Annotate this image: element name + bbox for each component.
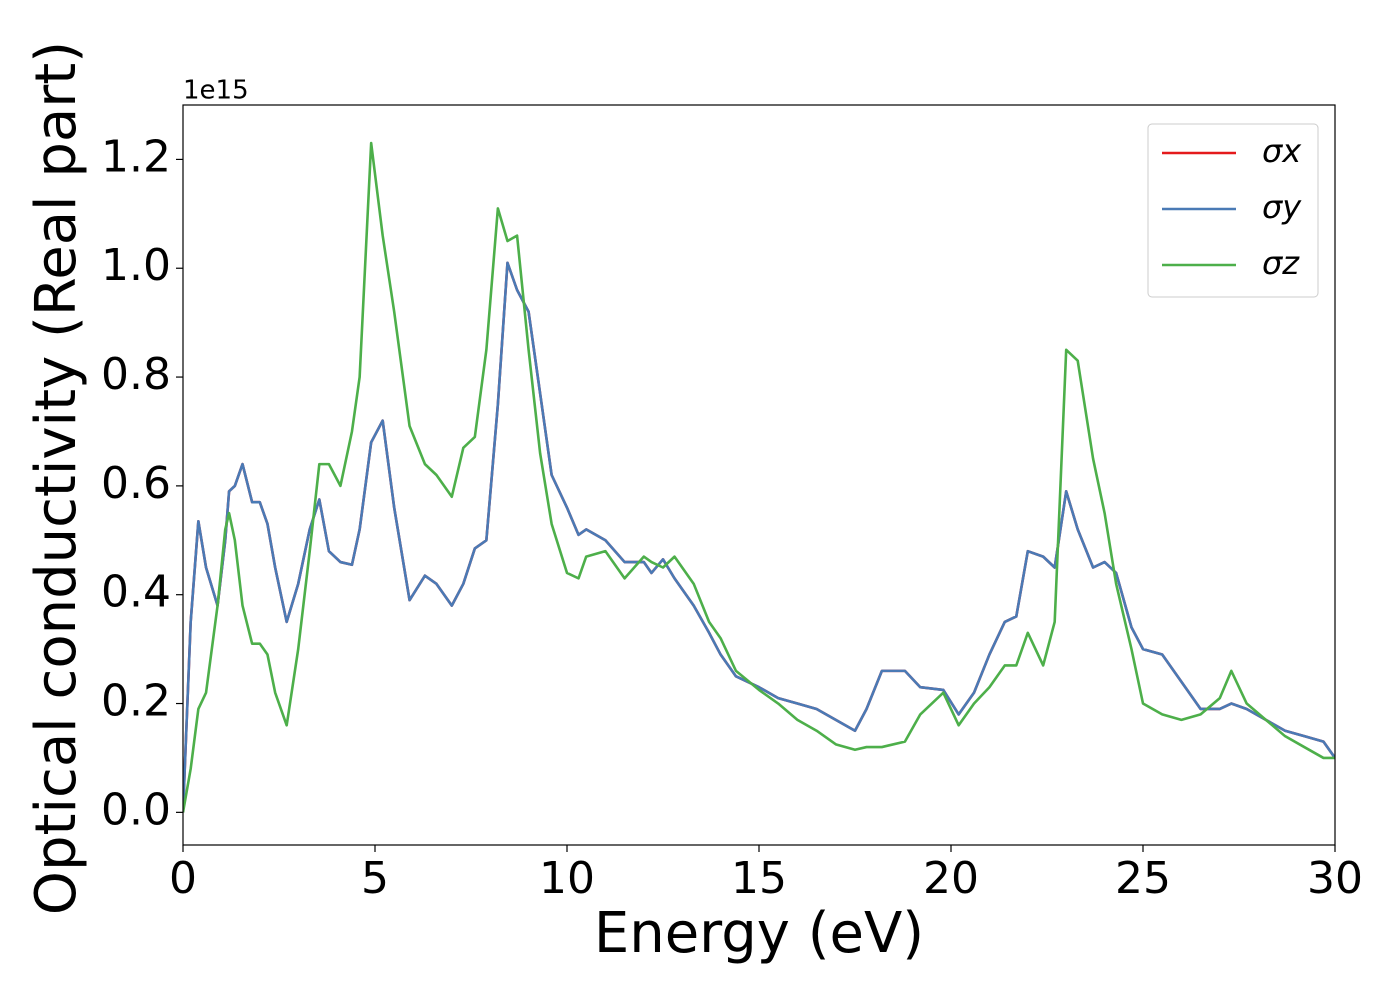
x-tick-label: 20 xyxy=(923,853,979,904)
legend-label: σx xyxy=(1262,132,1302,170)
x-tick-label: 0 xyxy=(169,853,197,904)
y-tick-label: 1.2 xyxy=(101,131,171,182)
y-tick-label: 0.0 xyxy=(101,784,171,835)
legend-label: σz xyxy=(1262,244,1300,282)
y-tick-label: 0.4 xyxy=(101,567,171,618)
y-tick-label: 0.2 xyxy=(101,676,171,727)
x-tick-label: 25 xyxy=(1115,853,1171,904)
x-axis-label: Energy (eV) xyxy=(594,901,924,966)
y-offset-label: 1e15 xyxy=(183,76,249,106)
x-tick-label: 15 xyxy=(731,853,787,904)
series-line xyxy=(183,261,1335,813)
y-tick-label: 0.6 xyxy=(101,458,171,509)
x-tick-label: 10 xyxy=(539,853,595,904)
x-tick-label: 30 xyxy=(1307,853,1363,904)
series-line xyxy=(183,141,1335,813)
y-tick-label: 1.0 xyxy=(101,240,171,291)
y-axis-label: Optical conductivity (Real part) xyxy=(24,41,89,915)
legend-box xyxy=(1147,123,1319,298)
legend-label: σy xyxy=(1262,188,1302,226)
plot-area xyxy=(183,141,1335,813)
x-tick-label: 5 xyxy=(361,853,389,904)
series-line xyxy=(183,261,1335,813)
y-tick-label: 0.8 xyxy=(101,349,171,400)
